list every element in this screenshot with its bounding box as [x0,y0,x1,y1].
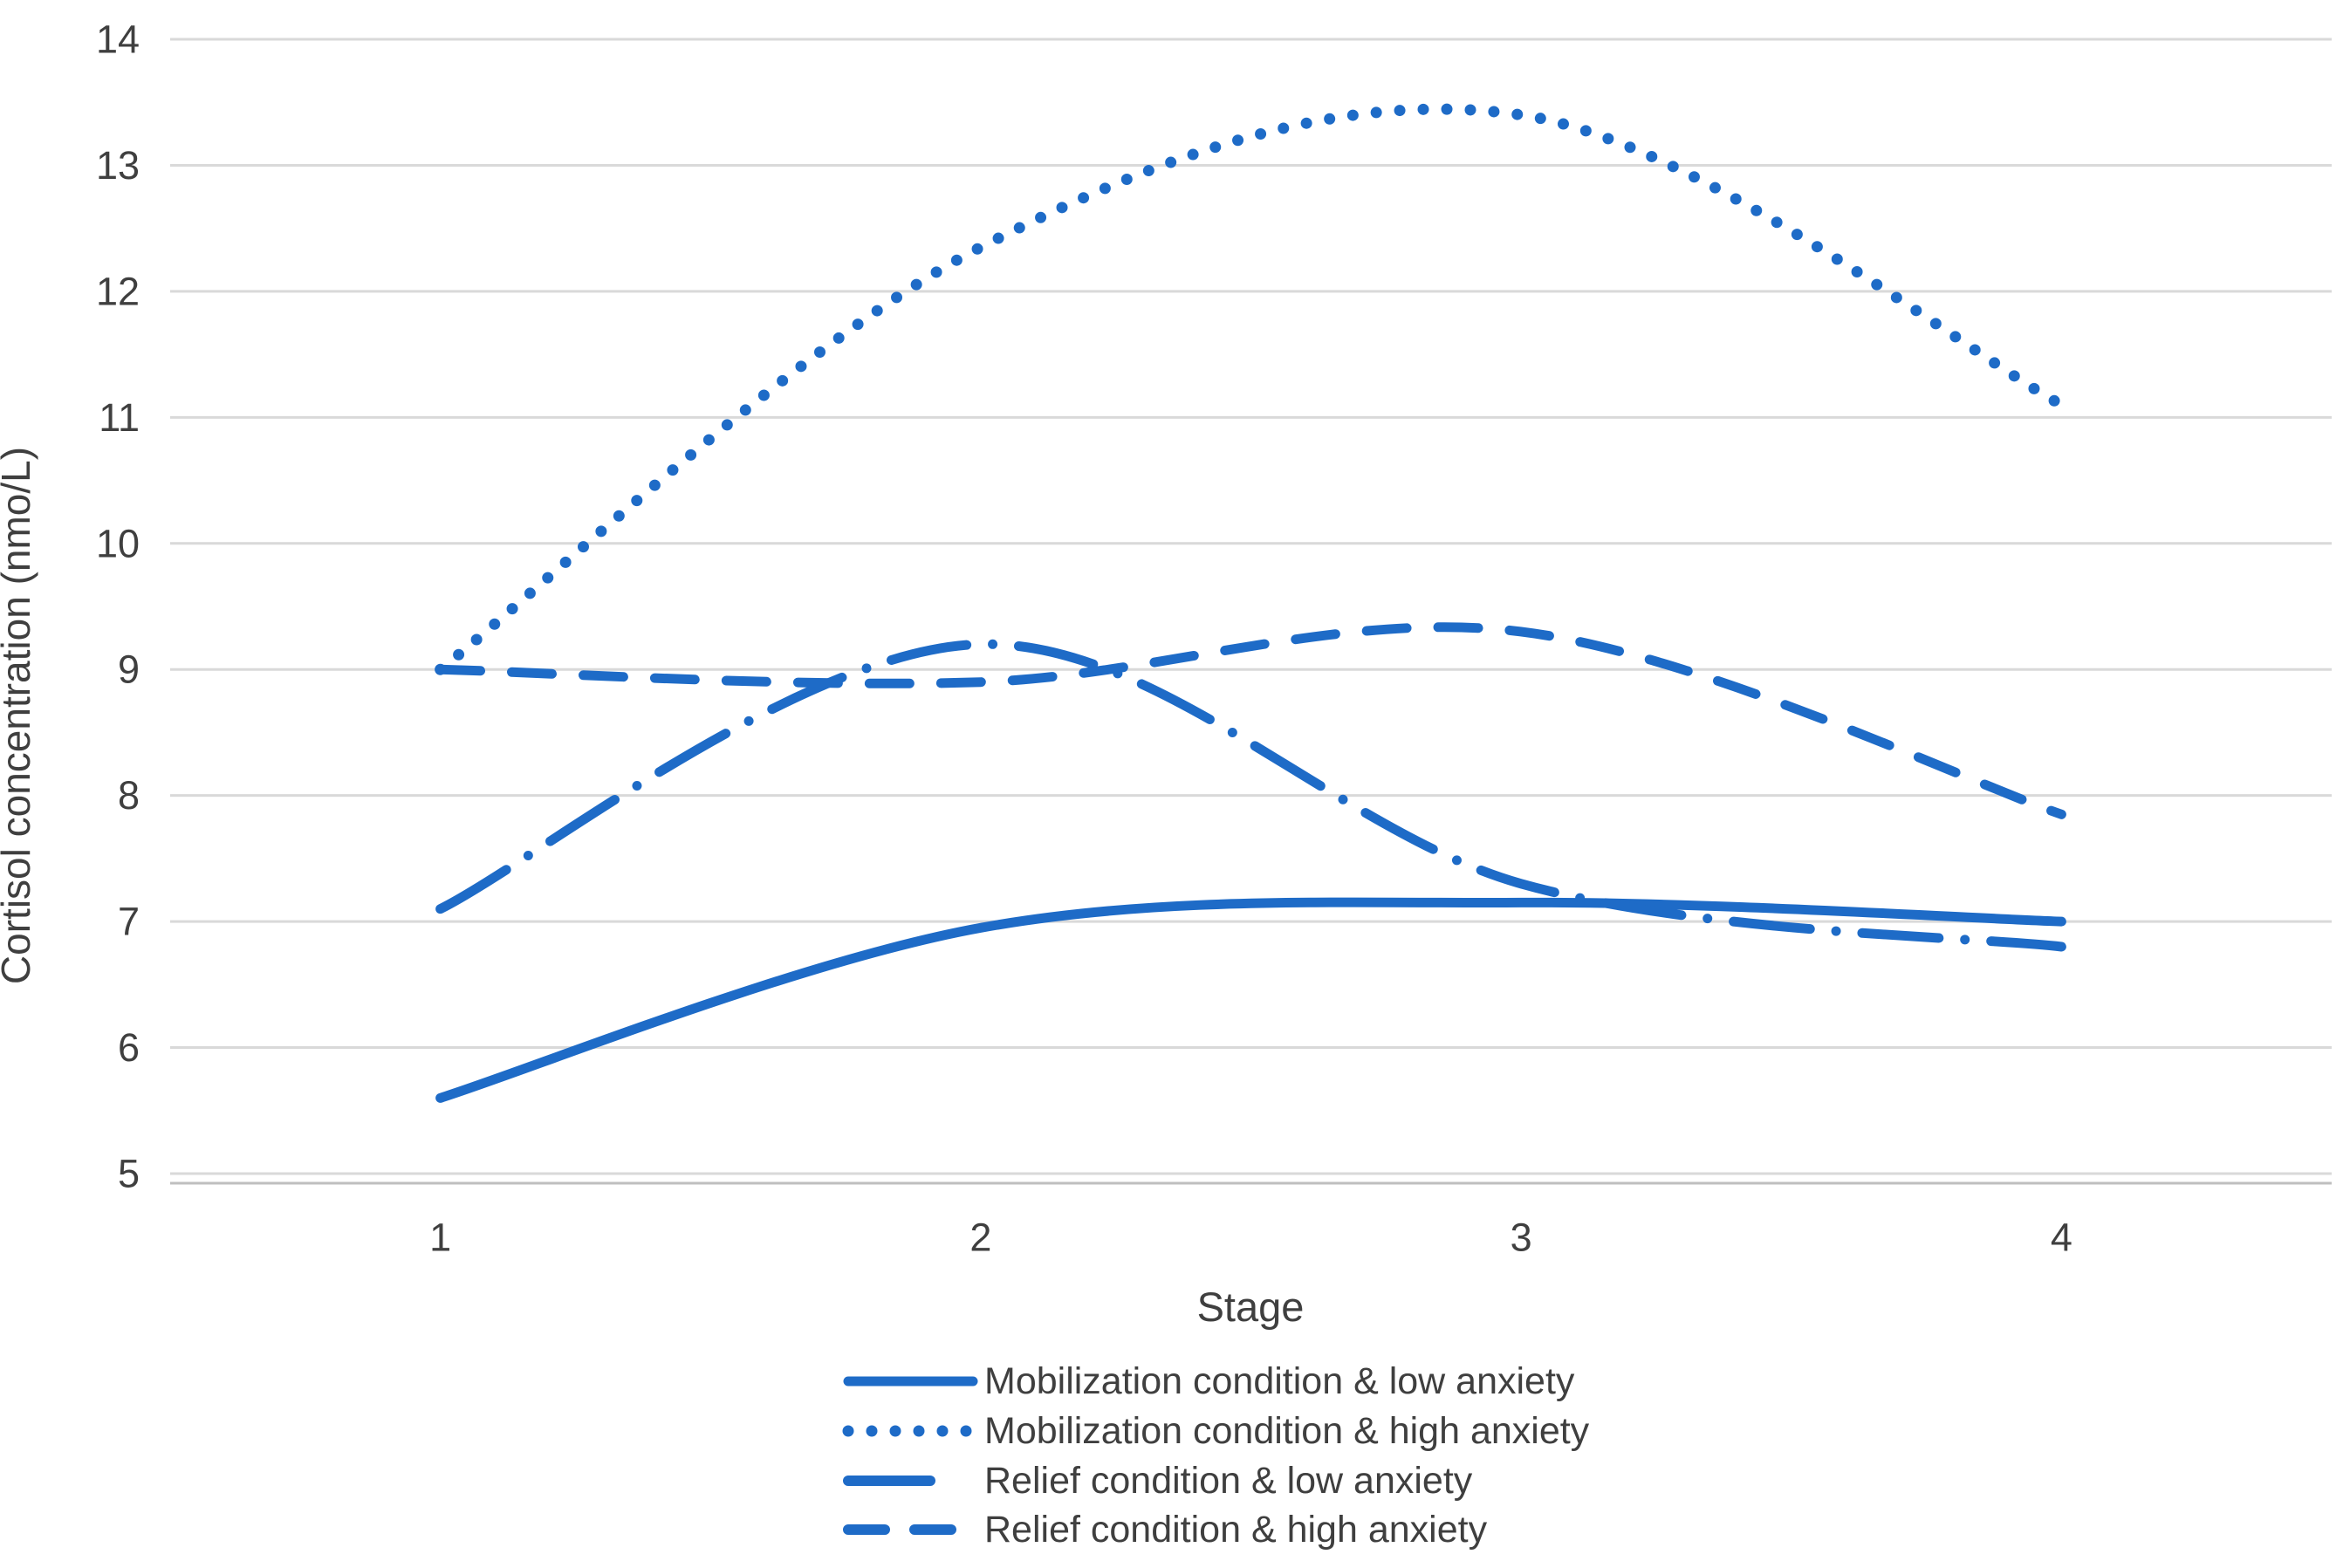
series-line-dashed [435,622,2066,819]
series-line-dotted [435,103,2067,675]
legend-label: Mobilization condition & high anxiety [984,1410,1590,1452]
y-tick-label: 14 [96,17,140,62]
legend: Mobilization condition & low anxiety Mobi… [842,1360,1590,1551]
y-tick-label: 6 [118,1025,140,1070]
legend-item: Relief condition & high anxiety [843,1509,1488,1551]
y-tick-label: 10 [96,521,140,565]
y-axis-tick-labels: 5 6 7 8 9 10 11 12 13 14 [96,17,140,1196]
x-axis-title: Stage [1197,1284,1305,1330]
series-line-solid [435,897,2066,1103]
legend-item: Relief condition & low anxiety [843,1460,1473,1502]
y-tick-label: 8 [118,773,140,818]
x-tick-label: 3 [1511,1215,1532,1260]
series-line-dash-dot [435,639,2066,952]
x-tick-label: 1 [429,1215,451,1260]
y-tick-label: 13 [96,143,140,188]
y-tick-label: 11 [99,395,140,440]
x-axis-tick-labels: 1 2 3 4 [429,1215,2072,1260]
series-lines [435,103,2067,1103]
legend-label: Relief condition & high anxiety [984,1509,1488,1551]
legend-item: Mobilization condition & high anxiety [842,1410,1590,1452]
x-tick-label: 4 [2051,1215,2072,1260]
x-tick-label: 2 [969,1215,991,1260]
y-tick-label: 12 [96,269,140,313]
legend-item: Mobilization condition & low anxiety [843,1360,1575,1402]
legend-label: Relief condition & low anxiety [984,1460,1473,1502]
legend-label: Mobilization condition & low anxiety [984,1360,1575,1402]
y-tick-label: 9 [118,647,140,692]
y-axis-title: Cortisol concentration (nmo/L) [0,447,38,984]
y-tick-label: 5 [118,1152,140,1196]
y-tick-label: 7 [118,900,140,944]
gridlines [170,38,2332,1185]
